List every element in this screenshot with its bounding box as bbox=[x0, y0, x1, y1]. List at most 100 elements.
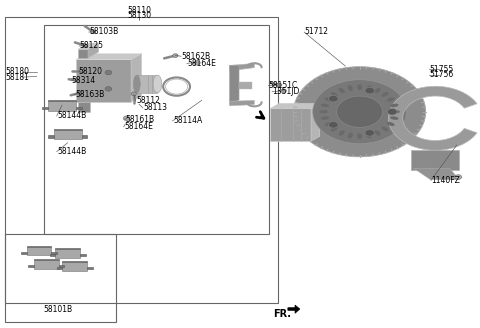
Polygon shape bbox=[137, 75, 157, 93]
Circle shape bbox=[281, 89, 287, 93]
Ellipse shape bbox=[339, 88, 345, 93]
Ellipse shape bbox=[348, 133, 353, 138]
Polygon shape bbox=[414, 168, 459, 180]
Circle shape bbox=[123, 116, 130, 121]
Polygon shape bbox=[26, 246, 51, 247]
Text: 58110: 58110 bbox=[128, 6, 152, 15]
Ellipse shape bbox=[331, 92, 338, 97]
Ellipse shape bbox=[374, 88, 381, 93]
Text: 51712: 51712 bbox=[305, 27, 329, 36]
Polygon shape bbox=[78, 43, 98, 49]
Text: 58101B: 58101B bbox=[44, 305, 73, 314]
Polygon shape bbox=[229, 63, 254, 71]
Polygon shape bbox=[51, 252, 57, 254]
Ellipse shape bbox=[387, 97, 395, 102]
Circle shape bbox=[105, 70, 112, 75]
Ellipse shape bbox=[331, 127, 338, 132]
Polygon shape bbox=[62, 262, 87, 271]
Text: 58144B: 58144B bbox=[57, 147, 86, 156]
Polygon shape bbox=[411, 150, 459, 170]
Text: 58314: 58314 bbox=[72, 76, 96, 85]
Polygon shape bbox=[87, 267, 93, 270]
Polygon shape bbox=[48, 101, 76, 111]
Polygon shape bbox=[270, 109, 311, 141]
Circle shape bbox=[336, 96, 383, 127]
Ellipse shape bbox=[321, 116, 329, 120]
Polygon shape bbox=[59, 265, 64, 267]
Text: 58130: 58130 bbox=[127, 11, 152, 20]
Ellipse shape bbox=[390, 104, 398, 107]
Polygon shape bbox=[78, 49, 88, 58]
Bar bbox=[5, 234, 116, 322]
Text: FR.: FR. bbox=[274, 309, 291, 319]
Polygon shape bbox=[239, 82, 252, 89]
Circle shape bbox=[455, 175, 462, 179]
Polygon shape bbox=[229, 65, 239, 104]
Polygon shape bbox=[76, 107, 82, 109]
Ellipse shape bbox=[382, 127, 388, 132]
Ellipse shape bbox=[324, 97, 333, 102]
Polygon shape bbox=[54, 129, 82, 130]
Text: 58103B: 58103B bbox=[89, 27, 119, 36]
Polygon shape bbox=[42, 107, 48, 109]
Text: 58164E: 58164E bbox=[124, 122, 153, 131]
Text: 58164E: 58164E bbox=[187, 59, 216, 68]
Text: 1351JD: 1351JD bbox=[273, 87, 300, 96]
Polygon shape bbox=[82, 44, 87, 47]
Polygon shape bbox=[79, 69, 85, 72]
Text: 58144B: 58144B bbox=[57, 112, 86, 120]
Polygon shape bbox=[78, 91, 84, 94]
Ellipse shape bbox=[357, 84, 362, 90]
Text: 58120: 58120 bbox=[79, 67, 103, 76]
Polygon shape bbox=[90, 30, 96, 33]
Polygon shape bbox=[82, 135, 87, 138]
Polygon shape bbox=[73, 78, 79, 81]
Circle shape bbox=[313, 80, 407, 144]
Text: 51756: 51756 bbox=[429, 70, 453, 79]
Circle shape bbox=[365, 87, 374, 94]
Polygon shape bbox=[34, 259, 59, 260]
Text: 58180: 58180 bbox=[5, 67, 29, 76]
Bar bbox=[44, 25, 269, 234]
Polygon shape bbox=[48, 135, 54, 138]
Text: 58181: 58181 bbox=[5, 72, 29, 82]
Text: 1140FZ: 1140FZ bbox=[432, 176, 460, 185]
Polygon shape bbox=[388, 86, 477, 150]
Polygon shape bbox=[131, 53, 142, 102]
Polygon shape bbox=[48, 100, 76, 101]
Bar bbox=[5, 17, 278, 303]
Ellipse shape bbox=[366, 85, 372, 91]
Ellipse shape bbox=[321, 104, 329, 107]
Circle shape bbox=[387, 109, 397, 115]
Circle shape bbox=[294, 67, 426, 157]
Polygon shape bbox=[270, 104, 320, 109]
Text: 58162B: 58162B bbox=[181, 52, 211, 61]
Text: 58163B: 58163B bbox=[75, 90, 104, 99]
Text: 58112: 58112 bbox=[136, 96, 160, 106]
Polygon shape bbox=[229, 100, 254, 106]
Circle shape bbox=[328, 122, 338, 128]
Text: 58151C: 58151C bbox=[269, 81, 298, 90]
Ellipse shape bbox=[339, 130, 345, 136]
Polygon shape bbox=[80, 254, 86, 256]
Polygon shape bbox=[76, 53, 142, 59]
Polygon shape bbox=[76, 59, 131, 102]
Ellipse shape bbox=[133, 75, 140, 93]
Polygon shape bbox=[62, 261, 87, 262]
Text: 58114A: 58114A bbox=[173, 116, 202, 125]
Polygon shape bbox=[54, 130, 82, 139]
Ellipse shape bbox=[391, 110, 400, 113]
Circle shape bbox=[365, 130, 374, 136]
Polygon shape bbox=[55, 248, 80, 249]
Polygon shape bbox=[78, 102, 90, 112]
Text: 58125: 58125 bbox=[80, 41, 104, 50]
Polygon shape bbox=[55, 249, 80, 258]
Ellipse shape bbox=[320, 110, 328, 113]
Polygon shape bbox=[288, 305, 300, 313]
Polygon shape bbox=[21, 252, 26, 254]
Ellipse shape bbox=[153, 75, 162, 93]
Ellipse shape bbox=[382, 92, 388, 97]
Polygon shape bbox=[88, 43, 98, 58]
Polygon shape bbox=[34, 260, 59, 269]
Polygon shape bbox=[172, 54, 178, 57]
